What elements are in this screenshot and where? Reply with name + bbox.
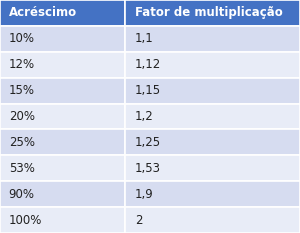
Text: 1,25: 1,25 <box>135 136 161 149</box>
Text: Acréscimo: Acréscimo <box>9 7 77 19</box>
Bar <box>124 52 300 78</box>
Text: 53%: 53% <box>9 162 34 175</box>
Text: 1,1: 1,1 <box>135 32 154 45</box>
Text: 15%: 15% <box>9 84 35 97</box>
Bar <box>0 0 124 26</box>
Text: 100%: 100% <box>9 214 42 226</box>
Text: 1,2: 1,2 <box>135 110 154 123</box>
Text: 1,53: 1,53 <box>135 162 161 175</box>
Text: 1,9: 1,9 <box>135 188 154 201</box>
Bar <box>0 52 124 78</box>
Text: 1,12: 1,12 <box>135 58 161 71</box>
Text: Fator de multiplicação: Fator de multiplicação <box>135 7 283 19</box>
Bar <box>124 0 300 26</box>
Bar <box>0 130 124 155</box>
Bar <box>0 78 124 103</box>
Bar <box>124 207 300 233</box>
Bar <box>124 103 300 130</box>
Bar <box>124 155 300 181</box>
Bar <box>124 26 300 52</box>
Bar <box>124 181 300 207</box>
Bar <box>124 78 300 103</box>
Text: 2: 2 <box>135 214 142 226</box>
Bar <box>0 181 124 207</box>
Bar <box>0 207 124 233</box>
Text: 1,15: 1,15 <box>135 84 161 97</box>
Text: 25%: 25% <box>9 136 35 149</box>
Bar <box>0 103 124 130</box>
Text: 10%: 10% <box>9 32 35 45</box>
Text: 90%: 90% <box>9 188 35 201</box>
Text: 20%: 20% <box>9 110 35 123</box>
Text: 12%: 12% <box>9 58 35 71</box>
Bar <box>124 130 300 155</box>
Bar <box>0 26 124 52</box>
Bar <box>0 155 124 181</box>
